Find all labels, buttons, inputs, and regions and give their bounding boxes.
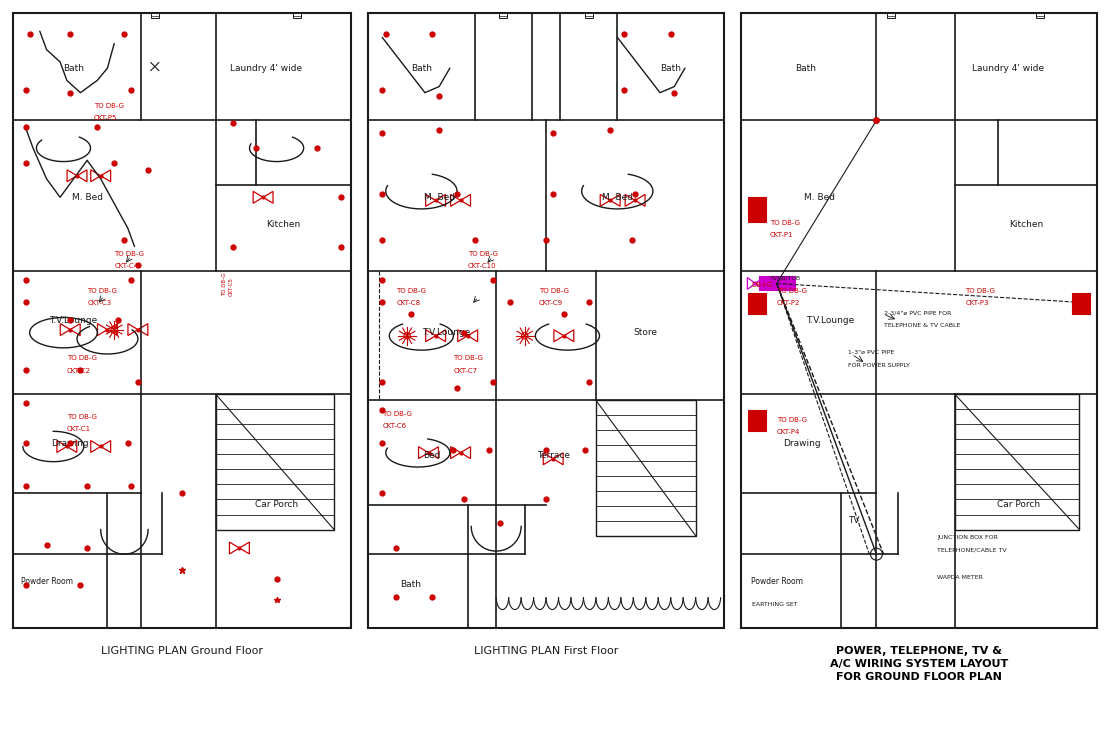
Text: WAPDA METER: WAPDA METER [937, 575, 983, 580]
Text: M. Bed: M. Bed [424, 193, 455, 202]
Text: TO DB-G: TO DB-G [454, 355, 484, 361]
Bar [758, 276, 794, 290]
Text: TO DB-G: TO DB-G [539, 288, 569, 294]
Text: TO DB-G: TO DB-G [770, 220, 800, 226]
Text: TO DB-G: TO DB-G [67, 414, 97, 420]
Text: Bed: Bed [424, 451, 440, 460]
Text: TELEPHONE & TV CABLE: TELEPHONE & TV CABLE [884, 322, 960, 327]
Text: CKT-C5: CKT-C5 [229, 277, 235, 296]
Text: FOR POWER SUPPLY: FOR POWER SUPPLY [848, 363, 910, 368]
Text: Powder Room: Powder Room [20, 578, 72, 586]
Text: TV/JB/TUB: TV/JB/TUB [770, 277, 801, 281]
Text: CKT-C2: CKT-C2 [67, 368, 91, 374]
Text: CKT-C1: CKT-C1 [67, 426, 91, 432]
Text: Car Porch: Car Porch [997, 501, 1041, 509]
Text: Bath: Bath [795, 64, 816, 73]
Text: TO DB-G: TO DB-G [468, 251, 498, 257]
Text: TO DB-G: TO DB-G [87, 288, 117, 294]
Text: Bath: Bath [410, 64, 431, 73]
Text: Bath: Bath [661, 64, 682, 73]
Text: 1-3"ø PVC PIPE: 1-3"ø PVC PIPE [848, 350, 894, 355]
Text: Bath: Bath [63, 64, 85, 73]
Text: CKT-P3: CKT-P3 [965, 300, 989, 306]
Text: CKT-P1: CKT-P1 [770, 232, 793, 239]
Text: TO DB-G: TO DB-G [115, 251, 145, 257]
Text: JUNCTION BOX FOR: JUNCTION BOX FOR [937, 535, 997, 539]
Text: Kitchen: Kitchen [1009, 220, 1043, 230]
Bar [748, 410, 766, 431]
Text: M. Bed: M. Bed [804, 193, 835, 202]
Bar [741, 12, 1098, 628]
Text: LIGHTING PLAN Ground Floor: LIGHTING PLAN Ground Floor [101, 646, 262, 656]
Bar [12, 12, 351, 628]
Bar [955, 394, 1080, 529]
Text: CKT-C3: CKT-C3 [87, 300, 111, 306]
Text: Car Porch: Car Porch [255, 501, 298, 509]
Bar [1036, 13, 1044, 18]
Text: TO DB-G: TO DB-G [776, 417, 806, 423]
Text: M. Bed: M. Bed [71, 193, 102, 202]
Text: TELEPHONE/CABLE TV: TELEPHONE/CABLE TV [937, 547, 1006, 552]
Bar [151, 13, 159, 18]
Text: Kitchen: Kitchen [266, 220, 300, 230]
Text: Powder Room: Powder Room [751, 578, 803, 586]
Text: CKT-P4: CKT-P4 [776, 429, 800, 435]
Text: CKT-P5: CKT-P5 [93, 115, 117, 121]
Text: TV: TV [848, 517, 860, 526]
Text: CKT-C6: CKT-C6 [383, 423, 406, 429]
Text: TO DB-G: TO DB-G [222, 272, 228, 296]
Bar [368, 12, 724, 628]
Text: TO DB-G: TO DB-G [776, 288, 806, 294]
Text: M. Bed: M. Bed [602, 193, 633, 202]
Text: CKT-P2: CKT-P2 [776, 300, 800, 306]
Bar [596, 400, 696, 536]
Text: CKT-C4: CKT-C4 [115, 263, 138, 269]
Text: CKT-C7: CKT-C7 [454, 368, 477, 374]
Bar [886, 13, 895, 18]
Text: Bath: Bath [400, 581, 421, 589]
Text: POWER, TELEPHONE, TV &
A/C WIRING SYSTEM LAYOUT
FOR GROUND FLOOR PLAN: POWER, TELEPHONE, TV & A/C WIRING SYSTEM… [830, 646, 1009, 683]
Text: TO DB-G: TO DB-G [397, 288, 426, 294]
Text: DB+G: DB+G [752, 282, 773, 288]
Text: Drawing: Drawing [51, 439, 89, 448]
Bar [1072, 293, 1090, 314]
Text: LIGHTING PLAN First Floor: LIGHTING PLAN First Floor [474, 646, 618, 656]
Text: TO DB-G: TO DB-G [93, 103, 123, 109]
Text: 2-3/4"ø PVC PIPE FOR: 2-3/4"ø PVC PIPE FOR [884, 310, 951, 315]
Text: T.V.Lounge: T.V.Lounge [806, 316, 854, 325]
Text: CKT-C9: CKT-C9 [539, 300, 563, 306]
Text: Store: Store [634, 328, 658, 337]
Text: Drawing: Drawing [783, 439, 821, 448]
Text: T.V.Lounge: T.V.Lounge [423, 328, 470, 337]
Text: CKT-C10: CKT-C10 [468, 263, 496, 269]
Bar [216, 394, 334, 529]
Text: TO DB-G: TO DB-G [965, 288, 995, 294]
Text: Laundry 4' wide: Laundry 4' wide [230, 64, 302, 73]
Bar [585, 13, 593, 18]
Bar [748, 197, 766, 222]
Text: CKT-C8: CKT-C8 [397, 300, 420, 306]
Text: Laundry 4' wide: Laundry 4' wide [972, 64, 1044, 73]
Text: Terrace: Terrace [537, 451, 569, 460]
Text: T.V.Lounge: T.V.Lounge [50, 316, 98, 325]
Bar [499, 13, 507, 18]
Bar [292, 13, 301, 18]
Text: TO DB-G: TO DB-G [67, 355, 97, 361]
Bar [748, 293, 766, 314]
Text: EARTHING SET: EARTHING SET [752, 603, 797, 608]
Text: TO DB-G: TO DB-G [383, 411, 413, 417]
